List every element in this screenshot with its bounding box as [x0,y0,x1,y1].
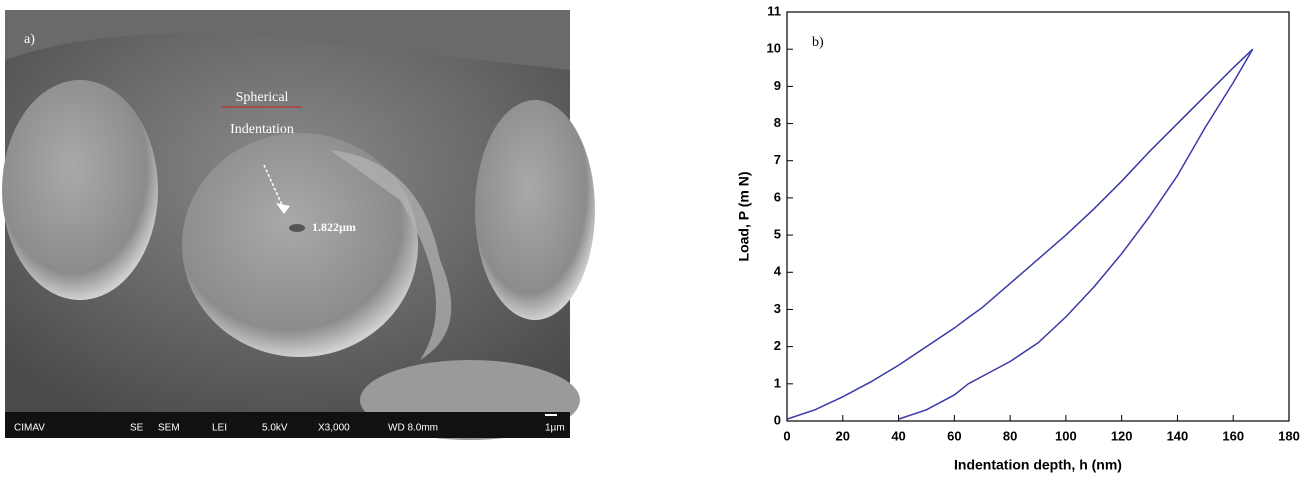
y-tick-label: 1 [774,375,781,390]
x-axis-label: Indentation depth, h (nm) [954,457,1122,473]
data-line [898,48,1254,420]
y-tick-label: 0 [774,412,781,427]
x-tick-label: 60 [947,428,961,443]
y-axis-label: Load, P (m N) [736,172,752,262]
y-tick-label: 11 [767,3,781,18]
y-tick-label: 4 [774,264,782,279]
info-bar-text: LEI [212,423,227,434]
panel-label: b) [812,35,824,50]
y-tick-label: 10 [767,41,781,56]
info-bar-text: WD 8.0mm [388,423,438,434]
panel-label: a) [24,32,35,47]
y-tick-label: 8 [774,115,781,130]
x-tick-label: 140 [1167,428,1189,443]
info-bar-text: SE [130,423,144,434]
chart: 0 1 2 3 4 5 6 7 8 9 10 11 0 20 40 60 80 100 120 140 160 180 b)… [736,3,1300,472]
y-tick-label: 3 [774,301,781,316]
y-tick-label: 7 [774,152,781,167]
x-tick-label: 100 [1055,428,1077,443]
y-tick-label: 5 [774,227,781,242]
x-tick-label: 0 [783,428,790,443]
x-tick-label: 120 [1111,428,1133,443]
data-line [786,48,1254,420]
info-bar-text: X3,000 [318,423,350,434]
plot-frame [786,11,1290,422]
x-tick-label: 160 [1222,428,1244,443]
annotation: Spherical [236,90,289,105]
info-bar: CIMAV SE SEM LEI 5.0kV X3,000 WD 8.0mm 1µm [14,423,565,434]
info-bar-text: SEM [158,423,180,434]
x-tick-label: 20 [836,428,850,443]
measurement: 1.822µm [312,220,356,234]
info-bar-text: 1µm [545,423,565,434]
y-tick-label: 9 [774,78,781,93]
x-tick-label: 180 [1278,428,1300,443]
y-tick-label: 2 [774,338,781,353]
x-tick-label: 40 [891,428,905,443]
x-tick-label: 80 [1003,428,1017,443]
info-bar-text: 5.0kV [262,423,288,434]
sem-image [2,10,595,440]
annotation: Indentation [230,122,294,137]
y-tick-label: 6 [774,189,781,204]
info-bar-text: CIMAV [14,423,45,434]
